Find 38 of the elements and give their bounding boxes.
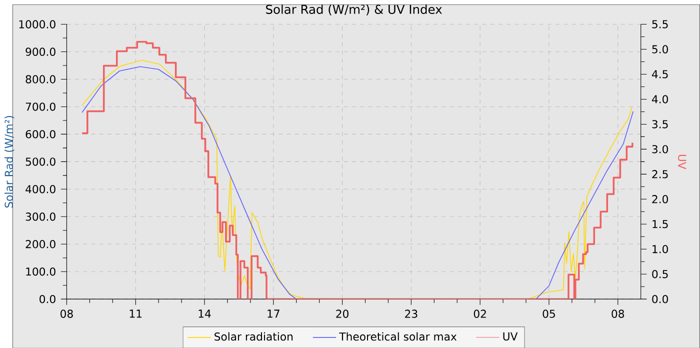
y2-tick-label: 2.5 (652, 170, 668, 178)
y-tick-label: 100.0 (26, 267, 56, 276)
y-tick-label: 400.0 (26, 184, 56, 194)
y-tick-label: 500.0 (26, 157, 56, 166)
x-tick-label: 08 (612, 309, 624, 318)
legend-label: Solar radiation (214, 332, 293, 340)
y2-tick-label: 4.0 (652, 94, 668, 104)
y-tick-label: 200.0 (26, 240, 56, 248)
x-tick-label: 11 (130, 309, 142, 318)
x-tick-label: 17 (268, 309, 280, 318)
y2-tick-label: 1.0 (652, 244, 668, 254)
x-tick-label: 23 (405, 309, 418, 318)
x-tick-label: 20 (336, 309, 348, 318)
y2-axis-title: UV (678, 154, 686, 170)
y2-tick-label: 4.5 (652, 70, 668, 78)
x-tick-label: 02 (474, 309, 486, 318)
legend-label: Theoretical solar max (339, 332, 457, 340)
y2-tick-label: 5.5 (652, 20, 668, 28)
y2-tick-label: 0.5 (652, 270, 668, 278)
y-tick-label: 1000.0 (19, 20, 56, 28)
y-tick-label: 700.0 (26, 102, 56, 111)
y2-tick-label: 2.0 (652, 194, 668, 204)
y-tick-label: 800.0 (26, 74, 56, 84)
y2-tick-label: 3.0 (652, 144, 668, 154)
x-tick-label: 08 (60, 309, 73, 318)
chart-title: Solar Rad (W/m²) & UV Index (266, 4, 442, 16)
y-tick-label: 900.0 (26, 47, 56, 56)
y2-tick-label: 1.5 (652, 220, 668, 228)
y2-tick-label: 3.5 (652, 120, 668, 128)
y-tick-label: 600.0 (26, 130, 56, 138)
y2-tick-label: 5.0 (652, 44, 668, 54)
y-axis-title: Solar Rad (W/m²) (4, 116, 14, 208)
x-tick-label: 14 (198, 309, 211, 318)
y-tick-label: 300.0 (26, 212, 56, 221)
y2-tick-label: 0.0 (652, 294, 668, 303)
y-tick-label: 0.0 (40, 294, 56, 303)
x-tick-label: 05 (542, 309, 555, 318)
legend-label: UV (503, 332, 518, 340)
